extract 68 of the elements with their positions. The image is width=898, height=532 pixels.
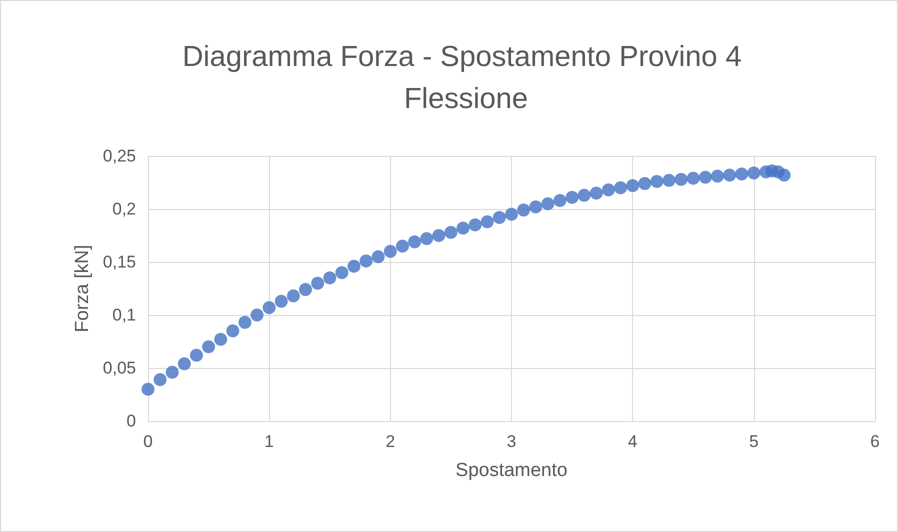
point <box>468 218 482 232</box>
point <box>650 174 664 188</box>
x-axis-title: Spostamento <box>456 460 568 481</box>
point <box>698 170 712 184</box>
point <box>299 283 312 296</box>
point <box>662 174 676 187</box>
x-tick-label: 1 <box>264 432 274 451</box>
point <box>202 340 216 354</box>
point <box>360 254 373 268</box>
point <box>747 166 760 180</box>
point <box>166 366 179 379</box>
point <box>335 266 348 280</box>
point <box>602 183 615 196</box>
point <box>674 172 688 186</box>
point <box>396 240 409 253</box>
point <box>723 168 736 182</box>
x-tick-label: 6 <box>870 432 880 451</box>
y-tick-label: 0,15 <box>102 252 136 272</box>
point <box>178 357 191 370</box>
point <box>566 190 579 204</box>
y-tick-label: 0,05 <box>102 358 136 378</box>
point <box>274 294 288 308</box>
point <box>372 250 385 264</box>
point <box>142 382 154 396</box>
point <box>529 200 542 214</box>
x-tick-label: 3 <box>506 432 516 451</box>
point <box>347 260 360 273</box>
point <box>154 373 167 386</box>
point <box>238 316 252 329</box>
point <box>323 271 336 284</box>
x-tick-label: 0 <box>143 432 153 451</box>
point <box>778 168 791 182</box>
y-axis-title: Forza [kN] <box>72 244 94 332</box>
point <box>626 179 640 192</box>
point <box>214 332 228 346</box>
point <box>190 348 203 362</box>
point <box>505 208 518 221</box>
y-tick-label: 0,1 <box>112 306 136 324</box>
point <box>250 308 264 322</box>
point <box>262 301 276 314</box>
point <box>480 215 494 228</box>
point <box>638 177 652 190</box>
x-tick-label: 2 <box>386 432 396 451</box>
y-tick-label: 0,25 <box>102 146 136 166</box>
point <box>226 324 240 338</box>
point <box>420 232 434 246</box>
x-tick-label: 5 <box>749 432 759 451</box>
point <box>553 194 566 208</box>
point <box>384 244 397 258</box>
point <box>735 168 748 181</box>
point <box>286 289 300 302</box>
y-tick-label: 0,2 <box>112 200 136 218</box>
point <box>456 222 470 235</box>
y-tick-label: 0 <box>126 412 136 430</box>
chart-title: Diagramma Forza - Spostamento Provino 4 Flessione <box>182 41 750 115</box>
point <box>590 186 603 200</box>
point <box>541 197 554 210</box>
point <box>710 170 724 183</box>
point <box>492 210 506 224</box>
point <box>311 276 324 290</box>
point <box>614 181 628 194</box>
point <box>444 226 458 239</box>
x-tick-label: 4 <box>628 432 638 451</box>
point <box>686 172 700 185</box>
point <box>578 188 591 202</box>
point <box>408 235 422 248</box>
point <box>432 229 446 242</box>
point <box>517 204 530 217</box>
